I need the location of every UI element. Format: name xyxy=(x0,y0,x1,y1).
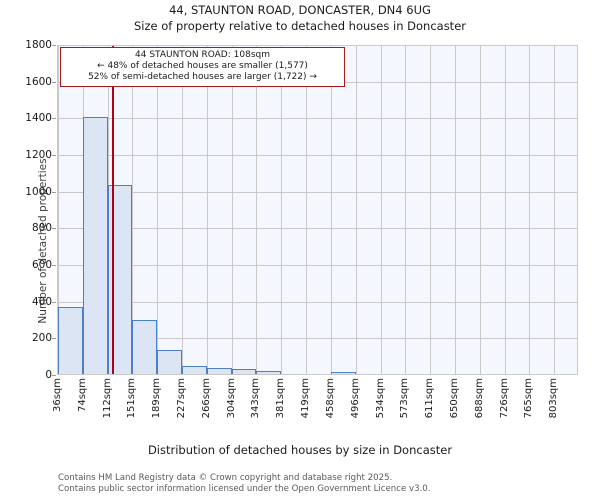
gridline-horizontal xyxy=(58,191,577,193)
bar xyxy=(182,366,207,374)
y-tick-mark xyxy=(52,265,56,266)
x-tick-label: 304sqm xyxy=(225,378,237,419)
y-tick-mark xyxy=(52,118,56,120)
x-tick-label: 36sqm xyxy=(52,378,63,413)
x-tick-label: 765sqm xyxy=(523,378,535,419)
x-tick-label: 266sqm xyxy=(200,378,212,419)
gridline-vertical xyxy=(381,46,382,374)
page-title: 44, STAUNTON ROAD, DONCASTER, DN4 6UG xyxy=(169,3,431,17)
x-axis-label: Distribution of detached houses by size … xyxy=(147,443,453,457)
x-tick-label: 534sqm xyxy=(374,378,386,419)
x-tick-label: 151sqm xyxy=(126,378,138,419)
y-tick-label: 0 xyxy=(45,369,52,381)
x-tick-label: 189sqm xyxy=(151,378,163,419)
chart-title-block: 44, STAUNTON ROAD, DONCASTER, DN4 6UG Si… xyxy=(0,2,600,34)
gridline-horizontal xyxy=(58,301,577,303)
gridline-vertical xyxy=(58,46,59,374)
y-tick-label: 1400 xyxy=(25,112,52,125)
bar xyxy=(207,367,232,374)
chart-subtitle: Size of property relative to detached ho… xyxy=(133,19,466,33)
y-tick-label: 1000 xyxy=(25,185,52,198)
y-tick-label: 400 xyxy=(31,295,52,308)
plot-area xyxy=(57,45,578,375)
bar xyxy=(232,369,256,374)
gridline-vertical xyxy=(182,46,183,374)
gridline-horizontal xyxy=(58,45,577,46)
y-tick-label: 1200 xyxy=(25,149,52,161)
y-tick-mark xyxy=(52,375,56,376)
x-tick-label: 74sqm xyxy=(76,378,88,413)
property-marker-line xyxy=(112,46,115,374)
gridline-horizontal xyxy=(58,155,577,156)
gridline-vertical xyxy=(331,46,332,374)
gridline-vertical xyxy=(356,46,357,374)
footer: Contains HM Land Registry data © Crown c… xyxy=(58,473,588,494)
x-tick-label: 343sqm xyxy=(250,378,262,419)
annotation-line-3: 52% of semi-detached houses are larger (… xyxy=(88,72,317,82)
x-tick-label: 419sqm xyxy=(300,378,312,419)
annotation-line-1: 44 STAUNTON ROAD: 108sqm xyxy=(135,50,270,60)
x-tick-label: 381sqm xyxy=(275,378,287,419)
bar xyxy=(132,320,157,374)
y-tick-mark xyxy=(52,81,56,83)
gridline-vertical xyxy=(256,46,257,374)
gridline-vertical xyxy=(529,46,530,374)
y-tick-label: 200 xyxy=(31,332,52,345)
y-tick-label: 600 xyxy=(31,259,52,271)
x-tick-label: 726sqm xyxy=(498,378,510,419)
y-tick-mark xyxy=(52,155,56,156)
x-tick-label: 650sqm xyxy=(448,378,460,419)
y-axis: Number of detached properties 0 200 400 600… xyxy=(0,39,56,381)
gridline-horizontal xyxy=(58,118,577,120)
x-tick-label: 688sqm xyxy=(473,378,485,419)
y-tick-mark xyxy=(52,301,56,303)
gridline-vertical xyxy=(306,46,307,374)
footer-line-1: Contains HM Land Registry data © Crown c… xyxy=(58,473,393,483)
annotation-line-2: ← 48% of detached houses are smaller (1,… xyxy=(97,61,308,71)
x-tick-label: 458sqm xyxy=(324,378,336,419)
y-tick-mark xyxy=(52,45,56,46)
bar xyxy=(58,307,83,374)
y-tick-label: 1800 xyxy=(25,39,52,51)
y-tick-mark xyxy=(52,191,56,193)
x-tick-label: 611sqm xyxy=(424,378,436,419)
y-tick-label: 1600 xyxy=(25,75,52,88)
annotation-box: 44 STAUNTON ROAD: 108sqm ← 48% of detach… xyxy=(60,47,345,87)
gridline-vertical xyxy=(430,46,431,374)
bar xyxy=(83,117,108,374)
x-tick-label: 496sqm xyxy=(349,378,361,419)
bar xyxy=(256,371,281,374)
bar xyxy=(108,184,132,374)
y-tick-mark xyxy=(52,338,56,340)
gridline-vertical xyxy=(405,46,406,374)
gridline-vertical xyxy=(232,46,233,374)
gridline-vertical xyxy=(207,46,208,374)
gridline-horizontal xyxy=(58,338,577,340)
gridline-vertical xyxy=(455,46,456,374)
gridline-vertical xyxy=(480,46,481,374)
bar xyxy=(157,349,182,374)
y-tick-mark xyxy=(52,228,56,230)
gridline-horizontal xyxy=(58,228,577,230)
gridline-vertical xyxy=(505,46,506,374)
y-axis-label: Number of detached properties xyxy=(37,158,49,324)
x-tick-label: 112sqm xyxy=(101,378,113,419)
footer-line-2: Contains public sector information licen… xyxy=(58,483,431,494)
y-tick-label: 800 xyxy=(31,222,52,235)
gridline-vertical xyxy=(554,46,555,374)
gridline-vertical xyxy=(157,46,158,374)
x-tick-label: 227sqm xyxy=(176,378,188,419)
bar xyxy=(331,372,356,374)
gridline-horizontal xyxy=(58,265,577,266)
x-tick-label: 573sqm xyxy=(399,378,411,419)
gridline-vertical xyxy=(132,46,133,374)
x-axis-ticks: 36sqm 74sqm 112sqm 151sqm 189sqm 227sqm 266sqm… xyxy=(52,378,578,438)
x-tick-label: 803sqm xyxy=(548,378,560,419)
gridline-vertical xyxy=(281,46,282,374)
